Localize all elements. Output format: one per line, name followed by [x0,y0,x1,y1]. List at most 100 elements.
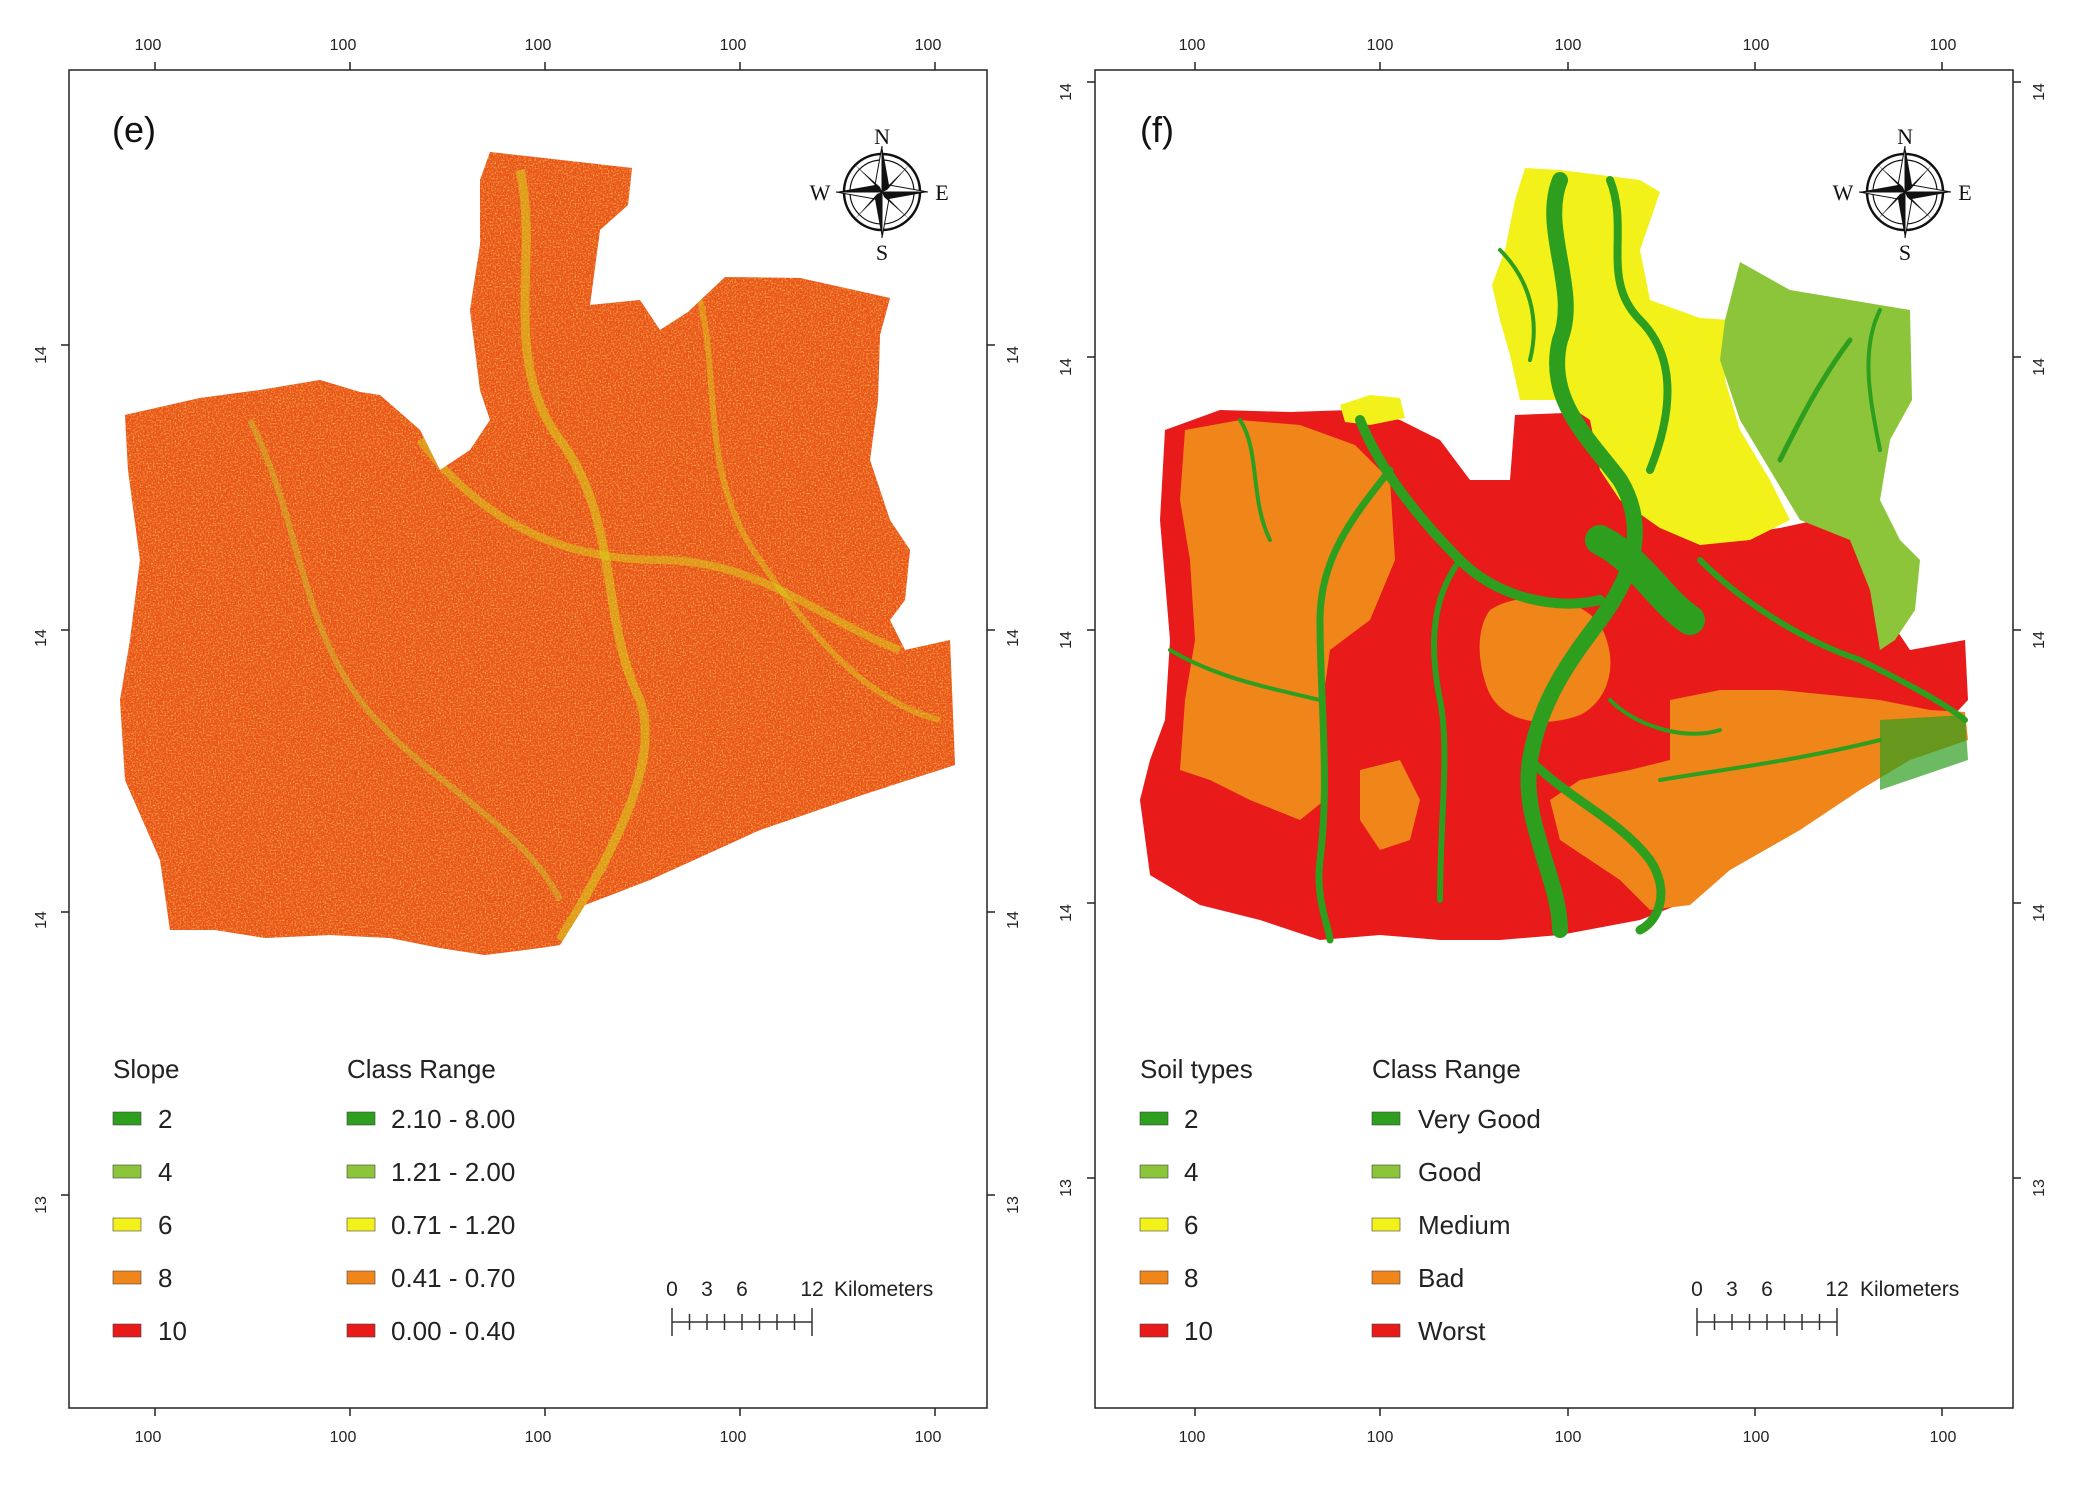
legend-range: 2.10 - 8.00 [391,1104,515,1134]
compass-e: E [935,180,948,205]
legend-value: 2 [1184,1104,1198,1134]
compass-s: S [1899,240,1911,265]
legend-item: 4 Good [1139,1157,1482,1187]
legend-item: 8 0.41 - 0.70 [112,1263,515,1293]
tick-label: 100 [720,37,747,54]
panel-e-top-ticks: 100 100 100 100 100 [135,37,942,54]
legend-swatch [346,1323,376,1338]
soil-bad-area [1360,760,1420,850]
legend-swatch [346,1217,376,1232]
panel-e-frame [68,69,988,1409]
legend-item: 6 0.71 - 1.20 [112,1210,515,1240]
legend-title: Class Range [347,1054,496,1084]
compass-w: W [810,180,831,205]
tick-label: 14 [1058,358,1075,376]
tick-label: 14 [1058,904,1075,922]
north-arrow-compass-icon: N S E W [1833,124,1972,265]
legend-value: 10 [1184,1316,1213,1346]
tick-label: 14 [33,911,50,929]
legend-swatch [112,1164,142,1179]
tick-label: 100 [525,37,552,54]
tick-label: 100 [135,1429,162,1446]
tick-label: 100 [135,37,162,54]
legend-value: 4 [158,1157,172,1187]
legend-item: 10 Worst [1139,1316,1486,1346]
tick-label: 100 [915,37,942,54]
panel-e-label: (e) [112,109,156,150]
compass-w: W [1833,180,1854,205]
legend-swatch [346,1270,376,1285]
legend-swatch [1371,1111,1401,1126]
tick-label: 100 [1367,1429,1394,1446]
tick-label: 14 [2031,631,2048,649]
legend-value: 10 [158,1316,187,1346]
tick-label: 100 [1179,1429,1206,1446]
legend-swatch [1371,1217,1401,1232]
legend-range: 0.71 - 1.20 [391,1210,515,1240]
tick-label: 100 [1743,1429,1770,1446]
legend-swatch [1139,1323,1169,1338]
tick-label: 100 [915,1429,942,1446]
tick-label: 100 [720,1429,747,1446]
legend-swatch [1139,1164,1169,1179]
scale-unit: Kilometers [834,1278,933,1301]
legend-item: 6 Medium [1139,1210,1510,1240]
legend-swatch [1371,1270,1401,1285]
soil-very-good-rivers [1168,172,1968,944]
legend-value: 8 [158,1263,172,1293]
tick-label: 14 [2031,358,2048,376]
scale-label: 0 [666,1278,678,1301]
panel-e-left-ticks: 14 14 14 13 [33,346,50,1214]
panel-e-legend: Slope Class Range 2 2.10 - 8.00 4 1.21 -… [112,1054,515,1346]
soil-bad-area [1180,420,1395,820]
panel-f-frame [1094,69,2014,1409]
legend-swatch [112,1217,142,1232]
legend-value: 8 [1184,1263,1198,1293]
compass-n: N [874,124,890,149]
legend-range: Very Good [1418,1104,1541,1134]
tick-label: 14 [1058,631,1075,649]
legend-swatch [1139,1270,1169,1285]
tick-label: 100 [525,1429,552,1446]
tick-label: 14 [33,346,50,364]
north-arrow-compass-icon: N S E W [810,124,949,265]
tick-label: 14 [33,629,50,647]
legend-range: Worst [1418,1316,1486,1346]
legend-range: Medium [1418,1210,1510,1240]
compass-s: S [876,240,888,265]
panel-e-right-ticks: 14 14 14 13 [1005,346,1022,1214]
panel-f-label: (f) [1140,109,1174,150]
legend-swatch [1139,1111,1169,1126]
tick-label: 14 [1005,629,1022,647]
compass-e: E [1958,180,1971,205]
legend-range: 1.21 - 2.00 [391,1157,515,1187]
tick-label: 14 [2031,904,2048,922]
scale-label: 6 [736,1278,748,1301]
scale-label: 6 [1761,1278,1773,1301]
legend-range: 0.00 - 0.40 [391,1316,515,1346]
slope-map [120,152,955,955]
panel-f-left-ticks: 14 14 14 14 13 [1058,83,1075,1197]
legend-item: 10 0.00 - 0.40 [112,1316,515,1346]
tick-label: 14 [1005,346,1022,364]
scale-label: 3 [701,1278,713,1301]
legend-swatch [1371,1164,1401,1179]
panel-e: 100 100 100 100 100 100 100 100 100 100 … [33,37,1022,1446]
panel-f: 100 100 100 100 100 100 100 100 100 100 … [1058,37,2048,1446]
scale-label: 3 [1726,1278,1738,1301]
legend-swatch [112,1323,142,1338]
tick-label: 100 [1930,37,1957,54]
panel-f-scale-bar: 0 3 6 12 Kilometers [1691,1278,1959,1336]
tick-label: 100 [1555,1429,1582,1446]
legend-item: 2 2.10 - 8.00 [112,1104,515,1134]
panel-f-legend: Soil types Class Range 2 Very Good 4 Goo… [1139,1054,1541,1346]
legend-item: 2 Very Good [1139,1104,1541,1134]
legend-swatch [1139,1217,1169,1232]
scale-label: 12 [1825,1278,1848,1301]
legend-range: Bad [1418,1263,1464,1293]
tick-label: 14 [1005,911,1022,929]
tick-label: 13 [33,1196,50,1214]
scale-label: 12 [800,1278,823,1301]
legend-swatch [346,1164,376,1179]
